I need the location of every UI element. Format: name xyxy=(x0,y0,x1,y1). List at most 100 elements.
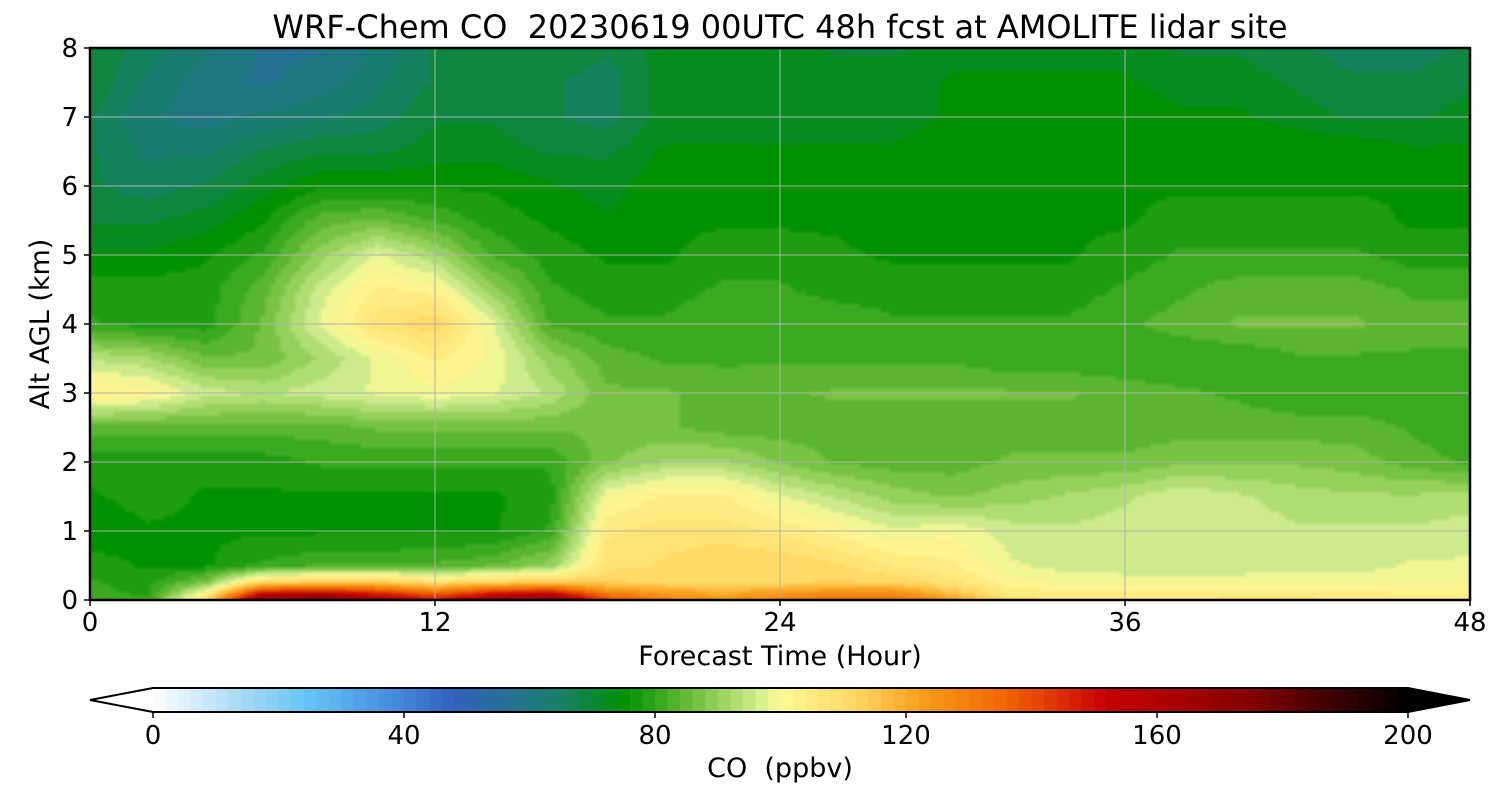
colorbar-segment xyxy=(353,688,367,712)
colorbar-segment xyxy=(165,688,179,712)
colorbar-segment xyxy=(730,688,744,712)
colorbar-segment xyxy=(190,688,204,712)
colorbar-segment xyxy=(1106,688,1120,712)
colorbar-segment xyxy=(1244,688,1258,712)
colorbar-segment xyxy=(931,688,945,712)
colorbar-segment xyxy=(404,688,418,712)
colorbar-segment xyxy=(818,688,832,712)
colorbar-segment xyxy=(1295,688,1309,712)
colorbar-segment xyxy=(1332,688,1346,712)
x-tick-label: 12 xyxy=(418,608,451,638)
colorbar-segment xyxy=(228,688,242,712)
colorbar-tick-label: 40 xyxy=(387,721,420,751)
colorbar-segment xyxy=(793,688,807,712)
colorbar-segment xyxy=(1345,688,1359,712)
colorbar-segment xyxy=(429,688,443,712)
colorbar-segment xyxy=(642,688,656,712)
colorbar-segment xyxy=(755,688,769,712)
x-tick-label: 36 xyxy=(1108,608,1141,638)
colorbar-segment xyxy=(504,688,518,712)
colorbar-segment xyxy=(918,688,932,712)
colorbar-segment xyxy=(742,688,756,712)
colorbar-segment xyxy=(529,688,543,712)
y-tick-label: 0 xyxy=(61,586,78,616)
colorbar-segment xyxy=(491,688,505,712)
colorbar-segment xyxy=(203,688,217,712)
colorbar-segment xyxy=(893,688,907,712)
colorbar-segment xyxy=(604,688,618,712)
colorbar-segment xyxy=(1382,688,1397,712)
y-axis: 0 1 2 3 4 5 6 7 8 xyxy=(61,34,90,616)
colorbar-segment xyxy=(805,688,819,712)
colorbar-segment xyxy=(780,688,794,712)
colorbar-segment xyxy=(441,688,455,712)
colorbar-segment xyxy=(592,688,606,712)
colorbar-segment xyxy=(1370,688,1384,712)
colorbar: 0 40 80 120 160 200 xyxy=(89,687,1471,751)
colorbar-segment xyxy=(617,688,631,712)
colorbar-segment xyxy=(680,688,694,712)
colorbar-segment xyxy=(1257,688,1271,712)
colorbar-segment xyxy=(1044,688,1058,712)
colorbar-segment xyxy=(1219,688,1233,712)
colorbar-tick-label: 120 xyxy=(881,721,931,751)
colorbar-segment xyxy=(1081,688,1095,712)
colorbar-segment xyxy=(705,688,719,712)
colorbar-segment xyxy=(667,688,681,712)
colorbar-segment xyxy=(1056,688,1070,712)
colorbar-segment xyxy=(1144,688,1158,712)
colorbar-segment xyxy=(253,688,267,712)
colorbar-segment xyxy=(579,688,593,712)
colorbar-segment xyxy=(416,688,430,712)
colorbar-segment xyxy=(554,688,568,712)
colorbar-segment xyxy=(378,688,393,712)
colorbar-segment xyxy=(981,688,995,712)
colorbar-segment xyxy=(454,688,468,712)
x-axis-label: Forecast Time (Hour) xyxy=(638,641,922,672)
colorbar-segment xyxy=(843,688,857,712)
grid-lines xyxy=(90,48,1470,600)
colorbar-tick-label: 0 xyxy=(145,721,162,751)
y-tick-label: 4 xyxy=(61,310,78,340)
colorbar-segment xyxy=(341,688,355,712)
colorbar-segment xyxy=(215,688,229,712)
colorbar-segment xyxy=(868,688,882,712)
colorbar-segment xyxy=(1269,688,1284,712)
y-axis-label: Alt AGL (km) xyxy=(25,239,56,410)
colorbar-segment xyxy=(1069,688,1083,712)
colorbar-segment xyxy=(956,688,970,712)
colorbar-segment xyxy=(240,688,254,712)
colorbar-segment xyxy=(1169,688,1183,712)
colorbar-segment xyxy=(542,688,556,712)
colorbar-segment xyxy=(316,688,330,712)
colorbar-segment xyxy=(629,688,644,712)
colorbar-tick-label: 160 xyxy=(1132,721,1182,751)
colorbar-segment xyxy=(943,688,957,712)
y-tick-label: 3 xyxy=(61,379,78,409)
colorbar-segment xyxy=(993,688,1007,712)
colorbar-extend-max xyxy=(1408,688,1470,712)
colorbar-segment xyxy=(855,688,869,712)
colorbar-segment xyxy=(366,688,380,712)
chart-title: WRF-Chem CO 20230619 00UTC 48h fcst at A… xyxy=(272,8,1287,46)
colorbar-segment xyxy=(655,688,669,712)
colorbar-segment xyxy=(1307,688,1321,712)
colorbar-segment xyxy=(303,688,317,712)
colorbar-segment xyxy=(1207,688,1221,712)
colorbar-segment xyxy=(1357,688,1371,712)
colorbar-segment xyxy=(1119,688,1133,712)
colorbar-segment xyxy=(830,688,844,712)
colorbar-segment xyxy=(717,688,731,712)
colorbar-segment xyxy=(1182,688,1196,712)
colorbar-segment xyxy=(968,688,982,712)
colorbar-label: CO (ppbv) xyxy=(707,753,853,784)
colorbar-segment xyxy=(880,688,895,712)
colorbar-segment xyxy=(1031,688,1045,712)
colorbar-segment xyxy=(1006,688,1020,712)
colorbar-segment xyxy=(1157,688,1171,712)
colorbar-segment xyxy=(1094,688,1108,712)
x-tick-label: 48 xyxy=(1453,608,1486,638)
colorbar-segment xyxy=(466,688,480,712)
colorbar-segment xyxy=(479,688,493,712)
